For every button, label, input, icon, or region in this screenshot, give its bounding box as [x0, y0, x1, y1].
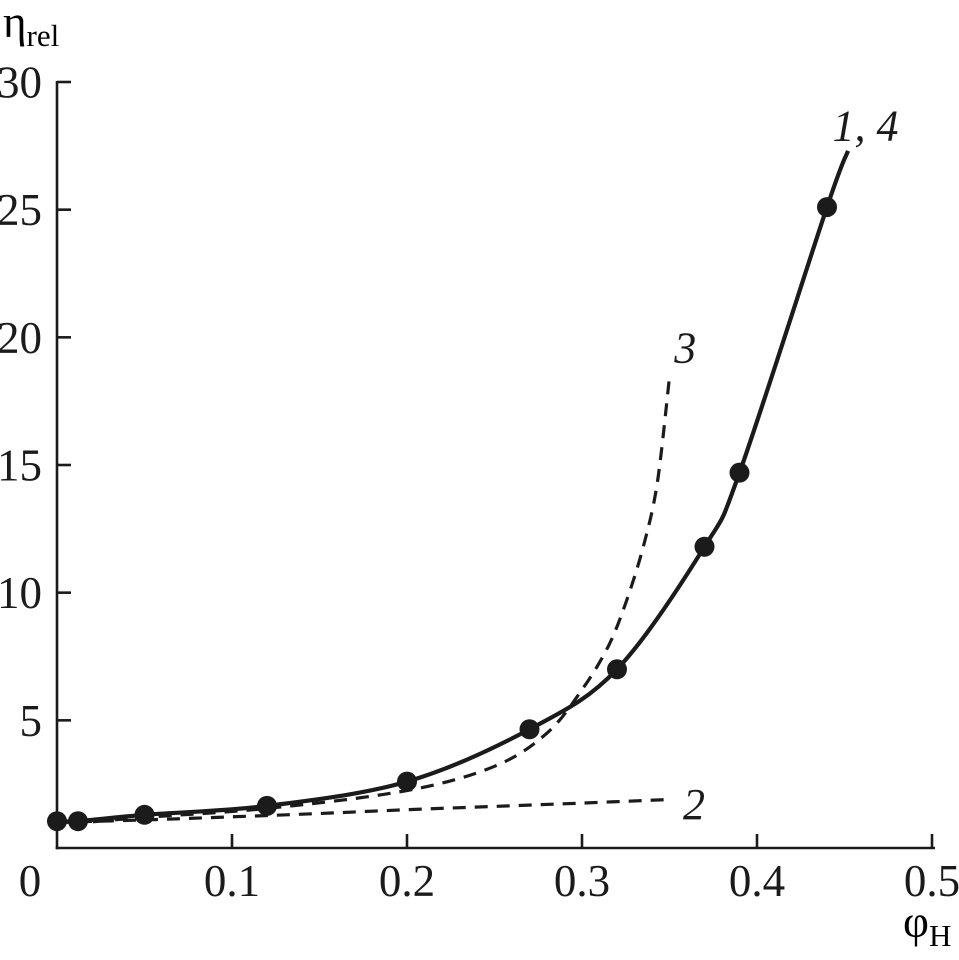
data-point-marker — [694, 536, 715, 557]
x-axis-symbol: φ — [903, 897, 929, 947]
y-axis-subscript: rel — [27, 18, 60, 53]
data-point-marker — [519, 719, 540, 740]
y-axis-label: ηrel — [3, 0, 59, 53]
x-tick-label: 0.5 — [904, 856, 959, 906]
chart-render-layer: 5 10 15 20 25 30 0 0.1 0.2 0.3 0.4 0.5 1, 4 3 2 — [0, 58, 959, 907]
series-label-model-curve-2: 2 — [683, 780, 705, 829]
x-tick-label: 0.3 — [554, 856, 610, 906]
y-tick-label: 30 — [0, 58, 42, 108]
y-tick-label: 25 — [0, 185, 42, 235]
y-tick-label: 15 — [0, 441, 42, 491]
data-point-marker — [397, 771, 417, 792]
x-axis-label: φH — [903, 897, 951, 953]
y-axis-symbol: η — [3, 0, 27, 47]
x-tick-label: 0.2 — [379, 856, 435, 906]
series-path-model-curve-3 — [70, 376, 672, 826]
x-tick-label: 0.1 — [204, 856, 260, 906]
data-point-marker — [134, 804, 155, 825]
data-point-marker — [257, 795, 277, 816]
series-label-model-curve-3: 3 — [673, 324, 696, 373]
data-point-marker — [68, 811, 88, 832]
y-tick-label: 10 — [0, 568, 42, 618]
data-point-marker — [817, 197, 837, 218]
data-point-marker — [47, 811, 67, 832]
x-tick-label: 0 — [19, 856, 42, 906]
data-point-marker — [607, 659, 627, 680]
data-point-marker — [729, 462, 750, 483]
series-path-experimental-curve-1-4 — [56, 150, 850, 824]
series-label-experimental-curve-1-4: 1, 4 — [833, 101, 899, 150]
x-tick-label: 0.4 — [729, 856, 785, 906]
x-axis-subscript: H — [929, 918, 951, 953]
y-tick-label: 5 — [20, 696, 43, 746]
y-tick-label: 20 — [0, 313, 42, 363]
